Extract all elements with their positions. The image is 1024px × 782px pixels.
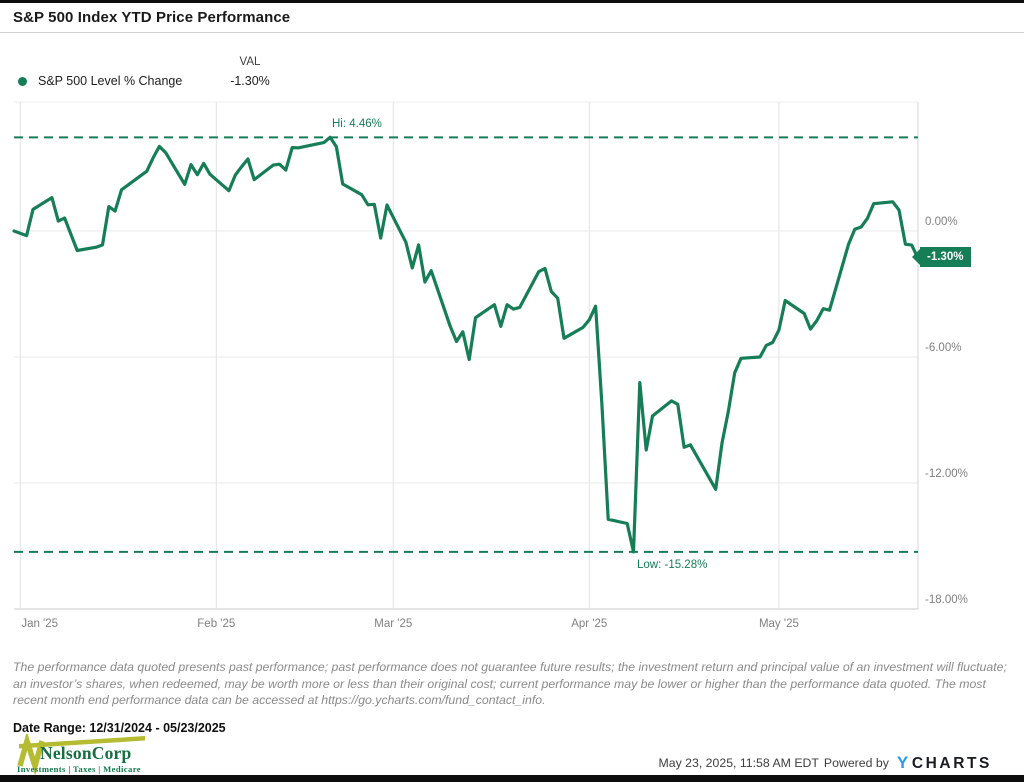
y-axis-label: -18.00%: [925, 594, 968, 606]
line-chart[interactable]: [0, 0, 1024, 660]
legend-val-header: VAL: [239, 56, 261, 68]
x-axis-label: May '25: [758, 618, 799, 630]
page-title: S&P 500 Index YTD Price Performance: [13, 9, 291, 26]
x-axis-label: Mar '25: [374, 618, 413, 630]
title-divider: [0, 32, 1024, 33]
x-axis-label: Jan '25: [21, 618, 59, 630]
nelsoncorp-name: NelsonCorp: [40, 743, 132, 763]
series-legend-label[interactable]: S&P 500 Level % Change: [38, 74, 183, 88]
x-axis-label: Apr '25: [571, 618, 608, 630]
nelsoncorp-mark-icon: [17, 734, 145, 775]
bottom-border-bar: [0, 775, 1024, 782]
last-value-badge: -1.30%: [911, 247, 972, 267]
y-axis-label: 0.00%: [925, 216, 958, 228]
nelsoncorp-logo: NelsonCorp Investments | Taxes | Medicar…: [16, 734, 148, 775]
performance-disclaimer: The performance data quoted presents pas…: [13, 660, 1007, 708]
series-dot-icon: [18, 77, 27, 86]
low-annotation: Low: -15.28%: [637, 559, 708, 571]
date-range-label: Date Range: 12/31/2024 - 05/23/2025: [13, 721, 226, 735]
y-axis-label: -12.00%: [925, 468, 968, 480]
ycharts-logo[interactable]: Y CHARTS: [897, 753, 992, 773]
ycharts-y-icon: Y: [896, 753, 911, 772]
nelsoncorp-tagline: Investments | Taxes | Medicare: [17, 764, 141, 774]
high-annotation: Hi: 4.46%: [332, 118, 382, 130]
y-axis-label: -6.00%: [925, 342, 962, 354]
top-border-bar: [0, 0, 1024, 3]
powered-by-label: Powered by: [823, 756, 889, 770]
chart-timestamp: May 23, 2025, 11:58 AM EDT: [658, 756, 819, 770]
ycharts-wordmark: CHARTS: [911, 755, 992, 772]
series-current-value: -1.30%: [230, 74, 270, 88]
x-axis-label: Feb '25: [197, 618, 236, 630]
